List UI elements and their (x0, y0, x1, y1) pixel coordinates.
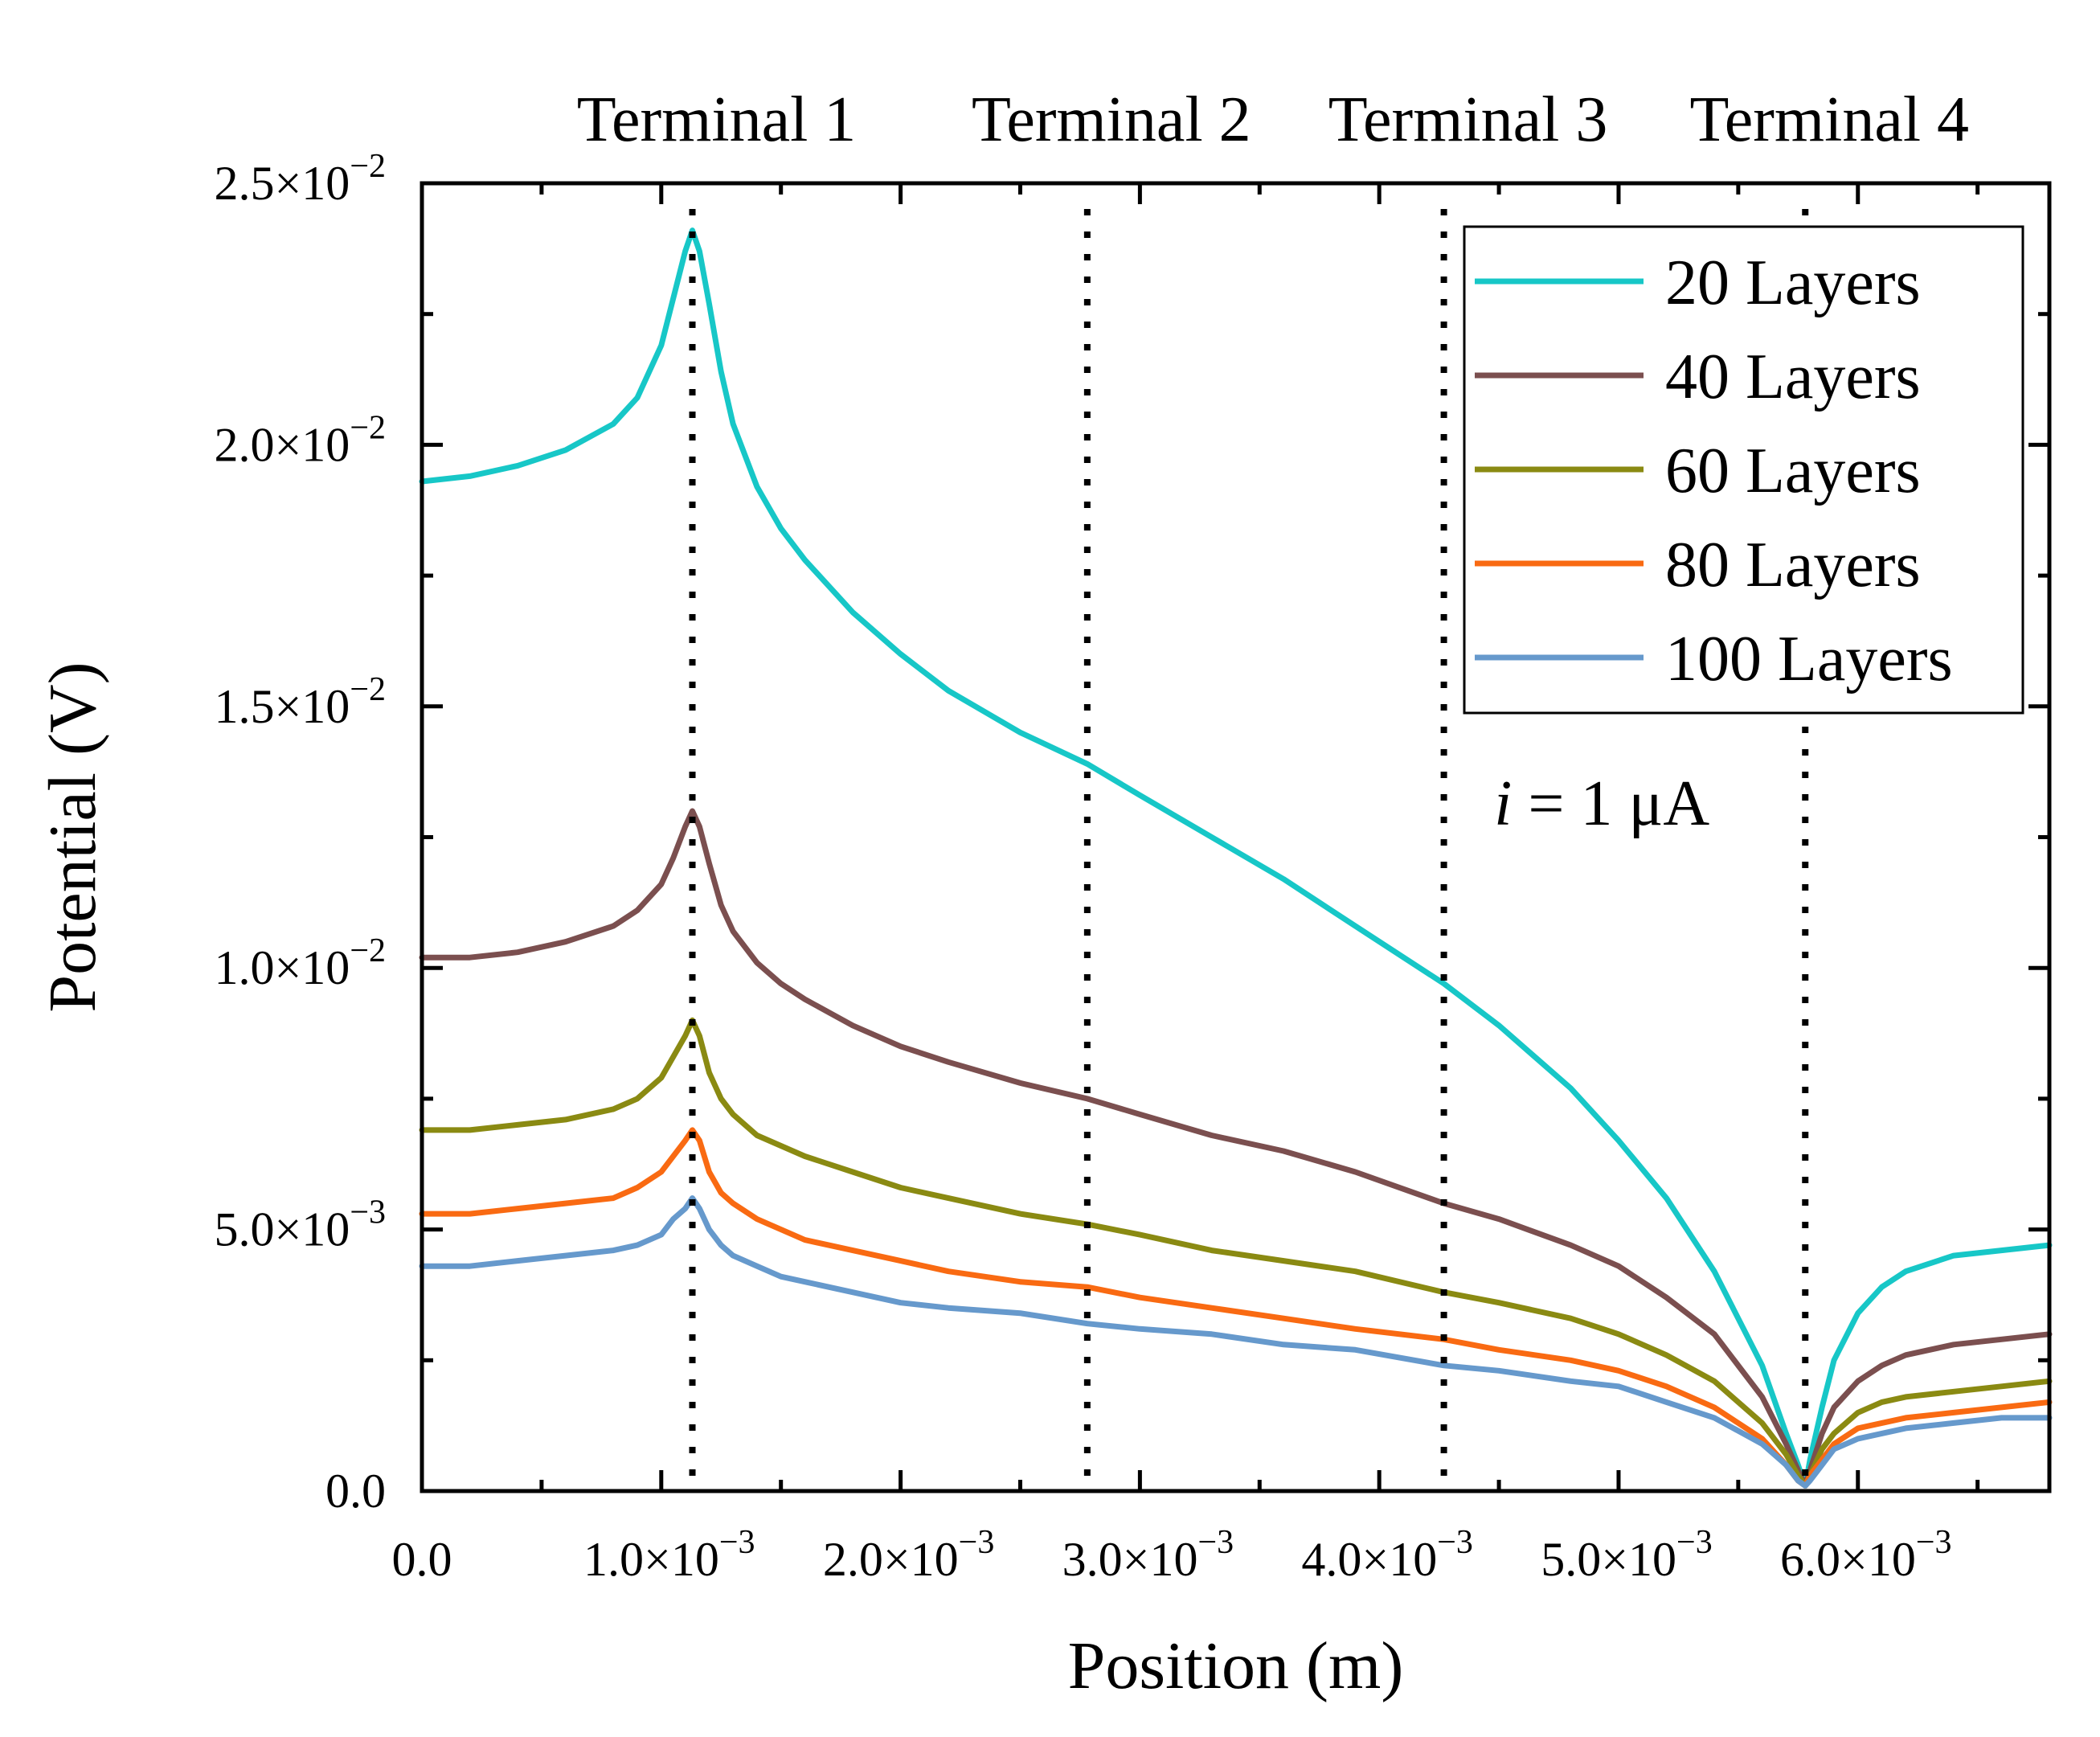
legend-label-5: 100 Layers (1665, 624, 1953, 694)
y-axis-title: Potential (V) (35, 662, 110, 1012)
terminal-label-1: Terminal 1 (577, 84, 857, 155)
current-annotation-text: i = 1 μA (1494, 768, 1709, 839)
terminal-label-2: Terminal 2 (972, 84, 1251, 155)
y-tick-label-0: 0.0 (325, 1465, 386, 1518)
legend-label-2: 40 Layers (1665, 342, 1921, 412)
x-tick-label-4: 4.0×10−3 (1301, 1524, 1473, 1586)
x-tick-label-2: 2.0×10−3 (823, 1524, 995, 1586)
x-tick-label-3: 3.0×10−3 (1062, 1524, 1234, 1586)
series-line-1 (419, 227, 2053, 1489)
series-line-3 (419, 1017, 2053, 1489)
x-tick-label-0: 0.0 (392, 1533, 452, 1586)
series-lines (419, 227, 2053, 1489)
x-axis-title: Position (m) (1068, 1628, 1404, 1703)
series-line-5 (419, 1195, 2053, 1489)
x-tick-label-1: 1.0×10−3 (583, 1524, 755, 1586)
y-tick-label-3: 1.5×10−2 (214, 671, 386, 733)
legend-label-3: 60 Layers (1665, 436, 1921, 506)
y-tick-label-5: 2.5×10−2 (214, 148, 386, 210)
current-annotation: i = 1 μA (1494, 768, 1709, 839)
series-line-2 (419, 808, 2053, 1489)
legend-label-1: 20 Layers (1665, 248, 1921, 318)
x-tick-label-6: 6.0×10−3 (1780, 1524, 1952, 1586)
terminal-label-4: Terminal 4 (1689, 84, 1969, 155)
terminal-label-3: Terminal 3 (1328, 84, 1608, 155)
y-tick-label-4: 2.0×10−2 (214, 409, 386, 471)
legend-label-4: 80 Layers (1665, 530, 1921, 600)
terminal-labels: Terminal 1 Terminal 2 Terminal 3 Terminal 4 (577, 84, 1969, 155)
legend: 20 Layers 40 Layers 60 Layers 80 Layers 100 … (1463, 225, 2024, 715)
x-tick-label-5: 5.0×10−3 (1541, 1524, 1713, 1586)
series-line-4 (419, 1127, 2053, 1489)
y-tick-label-2: 1.0×10−2 (214, 932, 386, 994)
y-tick-label-1: 5.0×10−3 (214, 1194, 386, 1256)
